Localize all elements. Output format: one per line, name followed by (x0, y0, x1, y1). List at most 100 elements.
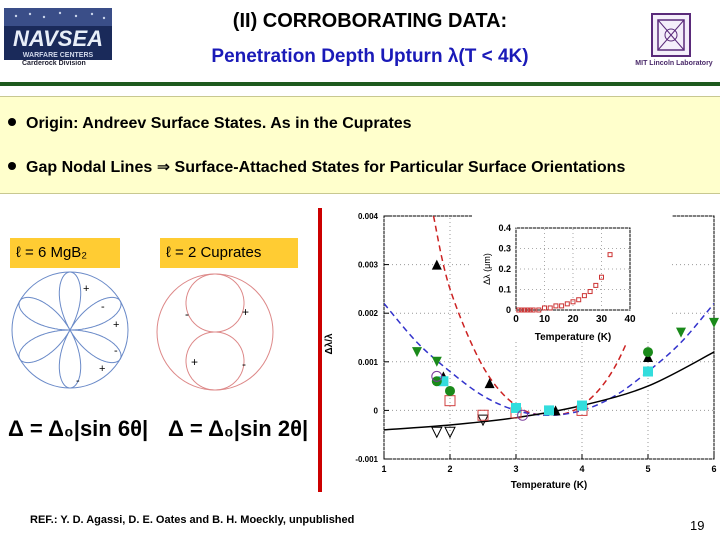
inset-y-tick-label: 0.4 (498, 223, 511, 233)
inset-x-tick-label: 10 (539, 314, 551, 325)
data-point (524, 307, 530, 313)
bullet-item: Gap Nodal Lines ⇒ Surface-Attached State… (8, 157, 625, 177)
inset-y-tick-label: 0.2 (498, 264, 511, 274)
penetration-depth-chart: -0.001 0 0.001 0.002 0.003 0.004 1 2 3 4 5 6 0 0.1 0.… (324, 212, 719, 491)
inset-y-tick-label: 0.1 (498, 285, 511, 295)
data-point (587, 289, 593, 295)
mit-lincoln-caption: MIT Lincoln Laboratory (635, 60, 713, 67)
data-point (553, 303, 559, 309)
data-point (431, 356, 442, 367)
data-point (516, 307, 522, 313)
cuprates-label-box: ℓ = 2 Cuprates (160, 238, 298, 268)
y-tick-label: 0 (374, 406, 379, 415)
data-point (477, 409, 489, 421)
data-point (527, 307, 533, 313)
inset-x-tick-label: 40 (624, 314, 636, 325)
inset-x-tick-label: 0 (513, 314, 519, 325)
mgb2-label: ℓ = 6 MgB₂ (16, 244, 88, 261)
divider-line (318, 208, 322, 492)
data-point (581, 293, 587, 299)
data-point (599, 274, 604, 280)
bullet-text: Gap Nodal Lines ⇒ Surface-Attached State… (26, 159, 626, 176)
cuprates-sign: + (242, 305, 249, 319)
data-point (593, 282, 599, 288)
data-point (484, 378, 495, 389)
inset-y-axis-label: Δλ (μm) (482, 253, 492, 285)
data-point (445, 385, 455, 396)
data-point (643, 366, 653, 377)
cuprates-gap-diagram: - + + - (156, 273, 274, 391)
cuprates-label: ℓ = 2 Cuprates (166, 244, 262, 261)
mit-lincoln-logo (650, 12, 692, 58)
mgb2-sign: + (113, 319, 119, 331)
mgb2-sign: - (101, 301, 105, 313)
navsea-caption: Carderock Division (22, 60, 86, 67)
cuprates-sign: - (185, 307, 189, 321)
data-point (570, 299, 576, 305)
y-axis-label: Δλ/λ (324, 333, 335, 355)
mgb2-sign: - (114, 345, 118, 357)
data-point (676, 327, 686, 338)
data-point (564, 301, 570, 307)
y-tick-label: 0.004 (358, 212, 379, 221)
x-tick-label: 5 (645, 464, 650, 474)
y-tick-label: -0.001 (355, 455, 378, 464)
data-point (430, 426, 443, 439)
data-point (643, 347, 653, 358)
y-tick-label: 0.002 (358, 309, 379, 318)
data-point (607, 252, 613, 258)
header-rule (0, 82, 720, 86)
y-tick-label: 0.001 (358, 358, 379, 367)
mgb2-gap-diagram: + - + - + - (11, 271, 129, 389)
data-point (519, 307, 525, 313)
data-point (444, 426, 456, 439)
inset-x-tick-label: 20 (567, 314, 579, 325)
cuprates-sign: + (191, 355, 198, 369)
page-number: 19 (690, 518, 705, 533)
data-point (530, 307, 536, 313)
x-tick-label: 2 (447, 464, 452, 474)
data-point (522, 307, 528, 313)
mgb2-gap-petals (18, 271, 122, 389)
data-point (542, 305, 547, 311)
bullet-dot-icon (8, 117, 16, 126)
data-point (576, 297, 582, 303)
inset-y-tick-label: 0 (506, 305, 511, 315)
data-point (438, 376, 449, 387)
x-axis-label: Temperature (K) (511, 480, 588, 491)
reference-text: REF.: Y. D. Agassi, D. E. Oates and B. H… (30, 514, 355, 526)
data-point (547, 305, 553, 311)
mgb2-sign: + (99, 363, 105, 375)
data-point (412, 347, 422, 358)
gap-diagrams: + - + - + - - + + - Δ = Δ₀|sin 6θ| Δ = Δ… (8, 271, 308, 441)
cuprates-formula: Δ = Δ₀|sin 2θ| (168, 416, 308, 441)
bullet-band: Origin: Andreev Surface States. As in th… (0, 96, 720, 194)
navsea-logo-text: NAVSEA (13, 26, 103, 51)
data-point (544, 405, 554, 416)
cuprates-sign: - (242, 357, 246, 371)
bullet-text: Origin: Andreev Surface States. As in th… (26, 115, 412, 132)
x-tick-label: 6 (711, 464, 716, 474)
mgb2-formula: Δ = Δ₀|sin 6θ| (8, 416, 148, 441)
data-point (431, 370, 443, 382)
bullet-item: Origin: Andreev Surface States. As in th… (8, 115, 412, 133)
cuprates-gap-petals (185, 273, 245, 391)
y-tick-label: 0.003 (358, 261, 379, 270)
inset-x-axis-label: Temperature (K) (535, 332, 612, 343)
page-title-line1: (II) CORROBORATING DATA: (232, 10, 508, 32)
x-tick-label: 1 (381, 464, 386, 474)
data-point (536, 307, 542, 313)
data-point (517, 409, 529, 421)
data-point (431, 259, 442, 270)
data-point (709, 317, 719, 328)
inset-y-tick-label: 0.3 (498, 244, 511, 254)
x-tick-label: 3 (513, 464, 518, 474)
data-point (511, 402, 521, 413)
data-point (559, 303, 565, 309)
x-tick-label: 4 (579, 464, 584, 474)
mgb2-sign: + (83, 283, 89, 295)
navsea-logo-subtext: WARFARE CENTERS (23, 52, 94, 59)
mgb2-sign: - (76, 375, 80, 387)
data-point (577, 400, 587, 411)
mgb2-label-box: ℓ = 6 MgB₂ (10, 238, 120, 268)
